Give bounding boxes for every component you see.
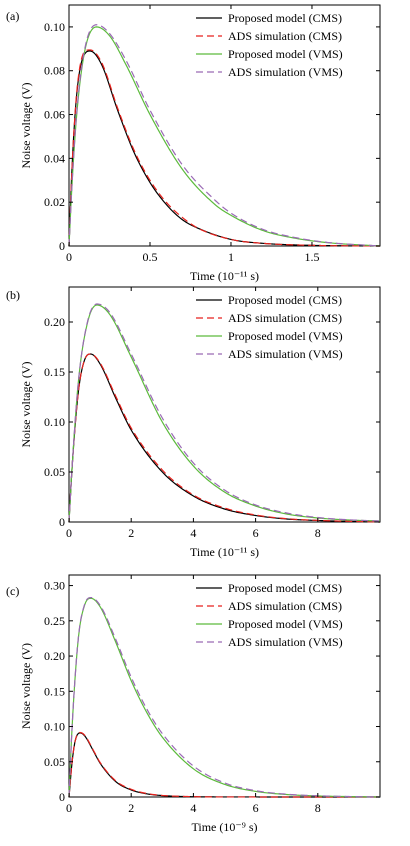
y-tick-label: 0.06 [44, 108, 65, 122]
chart-panel-1: (a) 0 0.5 1 1.5 0 0.02 0.04 0.06 0.08 0.10 Time (10… [6, 4, 381, 283]
x-tick-label: 2 [128, 526, 134, 540]
y-tick-label: 0.08 [44, 64, 65, 78]
y-tick-label: 0.20 [44, 315, 65, 329]
x-tick-label: 0 [66, 526, 72, 540]
y-axis-label: Noise voltage (V) [19, 83, 33, 169]
x-tick-label: 6 [253, 801, 259, 815]
axes-frame [68, 286, 381, 523]
y-tick-label: 0.04 [44, 151, 65, 165]
panel-label: (b) [6, 288, 20, 302]
series-line-1 [68, 732, 380, 798]
chart-panel-2: (b) 0 2 4 6 8 0 0.05 0.10 0.15 0.20 Time (10⁻¹¹ s) N… [6, 286, 381, 559]
legend-entry-2: ADS simulation (CMS) [228, 29, 342, 43]
legend-entry-3: Proposed model (VMS) [228, 47, 343, 61]
x-tick-label: 8 [315, 801, 321, 815]
axes-frame [68, 4, 381, 247]
y-tick-label: 0.02 [44, 195, 65, 209]
x-tick-label: 2 [128, 801, 134, 815]
legend-entry-1: Proposed model (CMS) [228, 11, 342, 25]
series-line-4 [68, 24, 381, 247]
x-tick-label: 1 [228, 250, 234, 264]
legend: Proposed model (CMS) ADS simulation (CMS)… [196, 581, 343, 649]
x-axis-label: Time (10⁻⁹ s) [191, 820, 257, 834]
panel-label: (a) [6, 9, 19, 23]
x-tick-label: 0.5 [142, 250, 157, 264]
chart-panel-3: (c) 0 2 4 6 8 0 0.05 0.10 0.15 0.20 0.25 0.30 Time (1… [6, 574, 381, 834]
y-axis-label: Noise voltage (V) [19, 362, 33, 448]
y-axis-label: Noise voltage (V) [19, 643, 33, 729]
x-tick-label: 0 [66, 801, 72, 815]
y-tick-label: 0.10 [44, 720, 65, 734]
legend-entry-2: ADS simulation (CMS) [228, 311, 342, 325]
legend-entry-3: Proposed model (VMS) [228, 329, 343, 343]
y-tick-label: 0.05 [44, 465, 65, 479]
x-tick-label: 1.5 [304, 250, 319, 264]
series-line-2 [68, 353, 381, 523]
series-line-1 [68, 353, 381, 523]
y-tick-label: 0.20 [44, 649, 65, 663]
legend-entry-1: Proposed model (CMS) [228, 581, 342, 595]
legend-entry-1: Proposed model (CMS) [228, 293, 342, 307]
y-tick-label: 0 [59, 790, 65, 804]
panel-label: (c) [6, 584, 19, 598]
y-tick-label: 0.15 [44, 365, 65, 379]
x-tick-label: 8 [315, 526, 321, 540]
series-line-4 [68, 596, 381, 798]
series-line-2 [68, 731, 380, 798]
x-axis-label: Time (10⁻¹¹ s) [190, 545, 259, 559]
x-tick-label: 4 [190, 526, 196, 540]
legend: Proposed model (CMS) ADS simulation (CMS)… [196, 11, 343, 79]
x-tick-label: 0 [66, 250, 72, 264]
y-tick-label: 0.30 [44, 579, 65, 593]
y-tick-label: 0.25 [44, 614, 65, 628]
legend-entry-3: Proposed model (VMS) [228, 617, 343, 631]
legend-entry-2: ADS simulation (CMS) [228, 599, 342, 613]
y-tick-label: 0 [59, 515, 65, 529]
y-tick-label: 0.05 [44, 755, 65, 769]
legend-entry-4: ADS simulation (VMS) [228, 347, 343, 361]
y-tick-label: 0.10 [44, 20, 65, 34]
y-tick-label: 0.15 [44, 684, 65, 698]
x-tick-label: 4 [190, 801, 196, 815]
legend-entry-4: ADS simulation (VMS) [228, 635, 343, 649]
series-line-1 [68, 50, 381, 247]
series-line-2 [68, 49, 381, 247]
legend: Proposed model (CMS) ADS simulation (CMS)… [196, 293, 343, 361]
y-tick-label: 0.10 [44, 415, 65, 429]
legend-entry-4: ADS simulation (VMS) [228, 65, 343, 79]
series-line-4 [68, 303, 381, 523]
x-axis-label: Time (10⁻¹¹ s) [190, 269, 259, 283]
y-tick-label: 0 [59, 239, 65, 253]
x-tick-label: 6 [253, 526, 259, 540]
